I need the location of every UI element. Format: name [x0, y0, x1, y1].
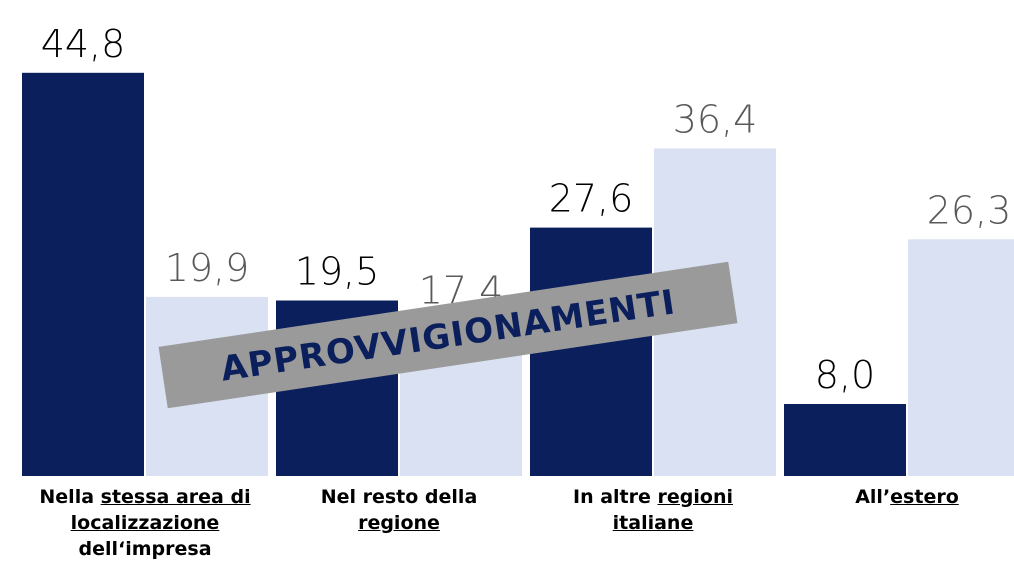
value-label: 19,5: [295, 250, 380, 294]
label-part: Nella: [39, 486, 101, 508]
label-part: All’: [855, 486, 891, 508]
label-part: Nel resto della: [320, 486, 478, 508]
label-part: In altre: [573, 486, 658, 508]
label-part: estero: [890, 486, 959, 508]
bar: [22, 72, 144, 477]
label-part: regione: [358, 512, 440, 534]
x-tick-label: Nel resto della regione: [279, 484, 519, 536]
x-tick-label: All’estero: [787, 484, 1014, 510]
value-label: 44,8: [41, 22, 126, 66]
value-label: 36,4: [673, 97, 758, 141]
value-label: 26,3: [927, 188, 1012, 232]
value-label: 19,9: [165, 246, 250, 290]
bar: [530, 227, 652, 476]
label-part: stessa area di localizzazione: [70, 486, 251, 534]
label-part: dell‘impresa: [78, 538, 212, 560]
x-tick-label: In altre regioni italiane: [533, 484, 773, 536]
value-label: 27,6: [549, 177, 634, 221]
label-part: regioni italiane: [612, 486, 733, 534]
bar: [784, 404, 906, 476]
banner-box: [158, 261, 738, 409]
bar: [908, 239, 1014, 476]
x-tick-label: Nella stessa area di localizzazione dell…: [25, 484, 265, 562]
value-label: 8,0: [815, 353, 875, 397]
